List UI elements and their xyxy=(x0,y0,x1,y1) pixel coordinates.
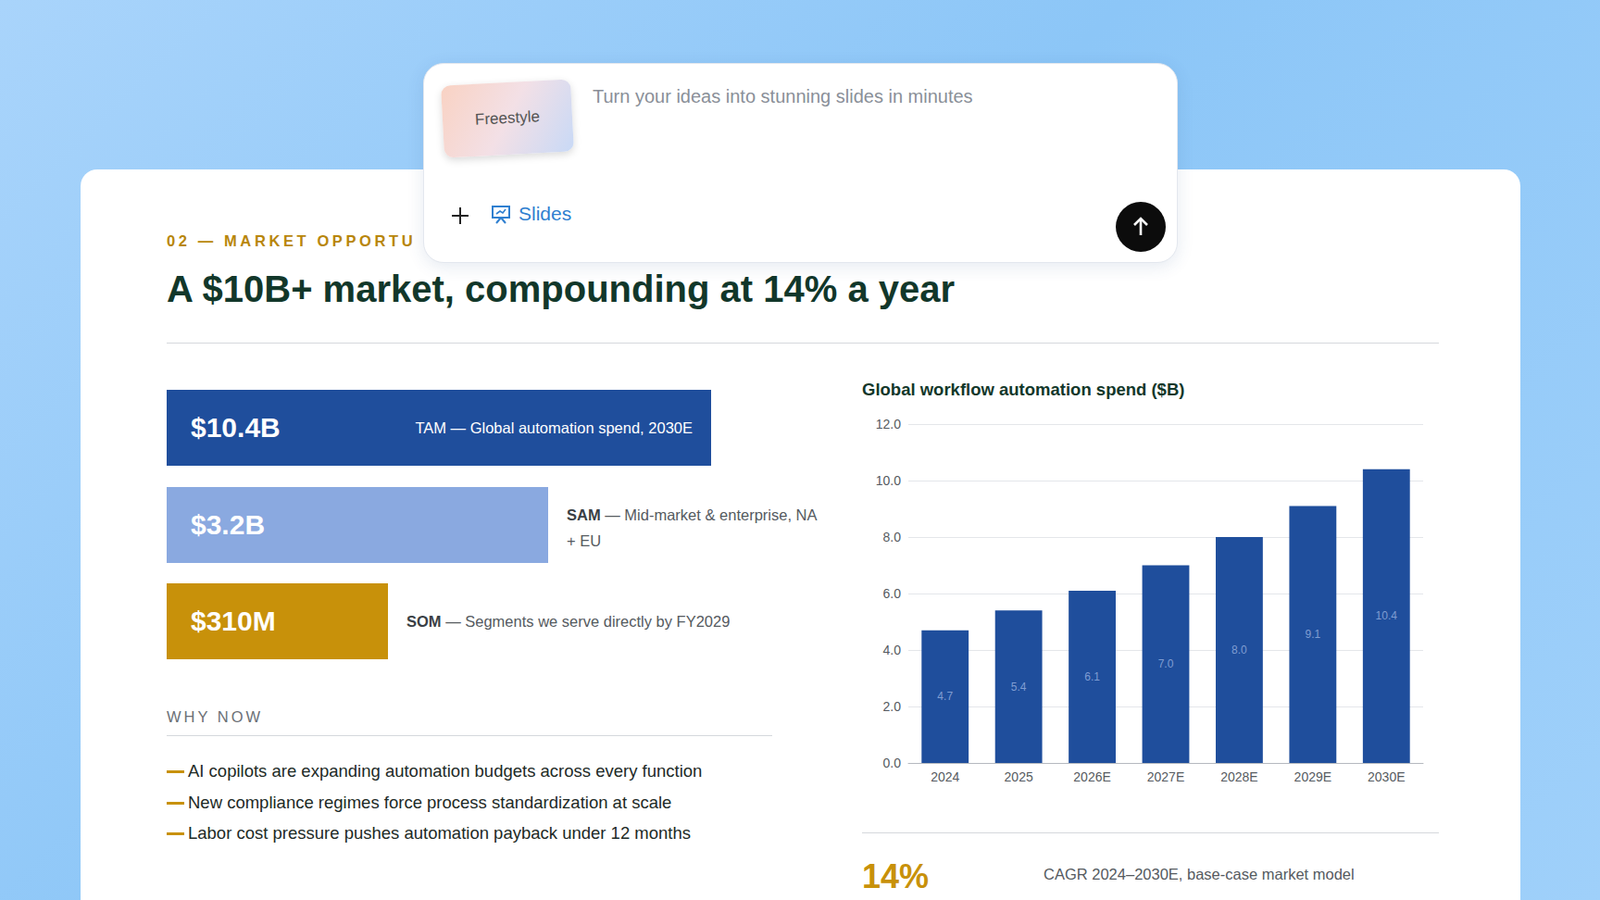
html-text:CAGR 2024–2030E, base-case mar: CAGR 2024–2030E, base-case market model xyxy=(1043,865,1355,883)
svg-text:0.0: 0.0 xyxy=(883,755,902,771)
html-text:Global workflow automation spe: Global workflow automation spend ($B) xyxy=(862,379,1185,400)
svg-text:4.7: 4.7 xyxy=(937,689,953,703)
svg-text:10.4: 10.4 xyxy=(1375,609,1399,623)
html-text:Freestyle: Freestyle xyxy=(474,107,541,129)
html-text:14%: 14% xyxy=(862,857,929,896)
svg-text:9.1: 9.1 xyxy=(1305,627,1322,641)
html-text:AI copilots are expanding auto: AI copilots are expanding automation bud… xyxy=(187,761,703,781)
svg-text:4.0: 4.0 xyxy=(883,642,902,658)
html-text:New compliance regimes force p: New compliance regimes force process sta… xyxy=(187,792,672,813)
svg-text:2030E: 2030E xyxy=(1367,769,1405,785)
svg-text:2024: 2024 xyxy=(930,769,960,785)
html-text:$3.2B: $3.2B xyxy=(190,509,265,540)
svg-text:10.0: 10.0 xyxy=(875,473,901,488)
html-text:$10.4B: $10.4B xyxy=(190,412,281,443)
svg-text:2.0: 2.0 xyxy=(883,699,902,714)
svg-text:12.0: 12.0 xyxy=(875,416,901,432)
html-text:Turn your ideas into stunning: Turn your ideas into stunning slides in … xyxy=(592,86,973,107)
html-text:Slides: Slides xyxy=(518,202,572,225)
html-text:Labor cost pressure pushes aut: Labor cost pressure pushes automation pa… xyxy=(187,823,691,843)
svg-text:2027E: 2027E xyxy=(1147,769,1185,785)
svg-text:8.0: 8.0 xyxy=(883,529,902,545)
svg-text:5.4: 5.4 xyxy=(1011,680,1027,694)
html-text:$310M: $310M xyxy=(190,605,276,637)
html-text:TAM — Global automation spend,: TAM — Global automation spend, 2030E xyxy=(415,418,693,436)
svg-text:2029E: 2029E xyxy=(1294,769,1332,785)
svg-text:2026E: 2026E xyxy=(1073,769,1111,785)
html-text:02 — MARKET OPPORTU: 02 — MARKET OPPORTU xyxy=(166,232,416,250)
html-text:WHY NOW: WHY NOW xyxy=(166,708,264,725)
html-text:SOM — Segments we serve direct: SOM — Segments we serve directly by FY20… xyxy=(406,612,730,630)
svg-text:8.0: 8.0 xyxy=(1231,643,1248,657)
svg-text:2028E: 2028E xyxy=(1220,769,1258,785)
svg-text:6.0: 6.0 xyxy=(883,586,902,601)
html-text:SAM — Mid-market & enterprise,: SAM — Mid-market & enterprise, NA + EU xyxy=(566,506,817,550)
svg-text:2025: 2025 xyxy=(1004,769,1034,785)
svg-text:6.1: 6.1 xyxy=(1084,670,1100,684)
html-text:A $10B+ market, compounding at: A $10B+ market, compounding at 14% a yea… xyxy=(166,268,955,310)
svg-text:7.0: 7.0 xyxy=(1158,657,1175,671)
